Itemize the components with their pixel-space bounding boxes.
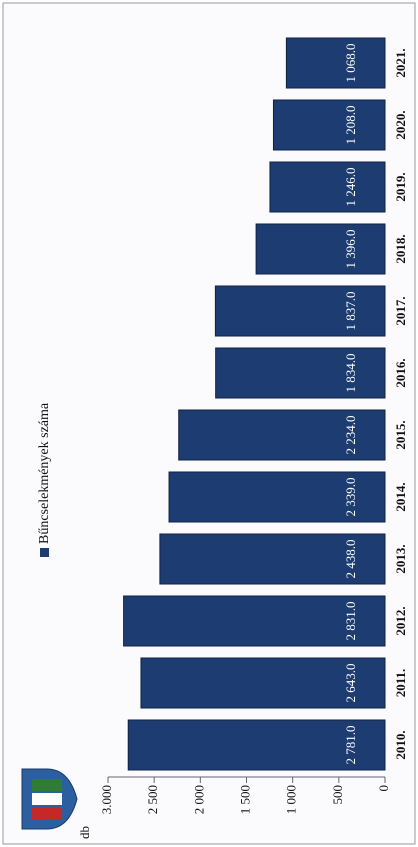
x-tick-label: 2017. [393, 296, 408, 325]
value-label: 2 643.0 [343, 664, 358, 703]
value-label: 2 781.0 [343, 726, 358, 765]
value-label: 1 834.0 [343, 354, 358, 393]
x-tick-label: 2014. [393, 482, 408, 511]
y-tick-label: 1 000 [284, 785, 299, 814]
y-tick-label: 500 [330, 785, 345, 805]
x-tick-label: 2012. [393, 606, 408, 635]
bar [127, 719, 386, 771]
value-label: 2 438.0 [343, 540, 358, 579]
legend-label: Bűncselekmények száma [37, 402, 52, 544]
x-tick-label: 2018. [393, 234, 408, 263]
bar [285, 37, 386, 89]
x-tick-label: 2015. [393, 420, 408, 449]
y-tick-label: 2 500 [145, 785, 160, 814]
logo-stripe [32, 793, 62, 805]
y-axis-label: db [77, 826, 92, 839]
bar [140, 657, 386, 709]
value-label: 1 396.0 [343, 230, 358, 269]
logo-stripe [32, 779, 62, 791]
value-label: 1 246.0 [343, 168, 358, 207]
x-tick-label: 2020. [393, 110, 408, 139]
bar [272, 99, 386, 151]
x-tick-label: 2013. [393, 544, 408, 573]
logo-stripe [32, 807, 62, 819]
bar [255, 223, 386, 275]
x-tick-label: 2019. [393, 172, 408, 201]
value-label: 2 234.0 [343, 416, 358, 455]
value-label: 1 208.0 [343, 106, 358, 145]
bar [123, 595, 386, 647]
bar [159, 533, 386, 585]
value-label: 2 339.0 [343, 478, 358, 517]
value-label: 1 068.0 [343, 44, 358, 83]
x-tick-label: 2021. [393, 48, 408, 77]
y-tick-label: 0 [376, 785, 391, 792]
y-tick-label: 3.000 [99, 785, 114, 814]
value-label: 1 837.0 [343, 292, 358, 331]
legend-swatch [40, 548, 49, 557]
y-tick-label: 2 000 [191, 785, 206, 814]
bar [215, 347, 386, 399]
x-tick-label: 2010. [393, 730, 408, 759]
bar [178, 409, 386, 461]
x-tick-label: 2011. [393, 669, 408, 698]
bar [214, 285, 386, 337]
x-tick-label: 2016. [393, 358, 408, 387]
bar [269, 161, 386, 213]
y-tick-label: 1 500 [237, 785, 252, 814]
rotated-chart: db Bűncselekmények száma 3.000 2 500 2 000… [21, 37, 408, 839]
logo [21, 768, 78, 830]
value-label: 2 831.0 [343, 602, 358, 641]
bar [168, 471, 386, 523]
